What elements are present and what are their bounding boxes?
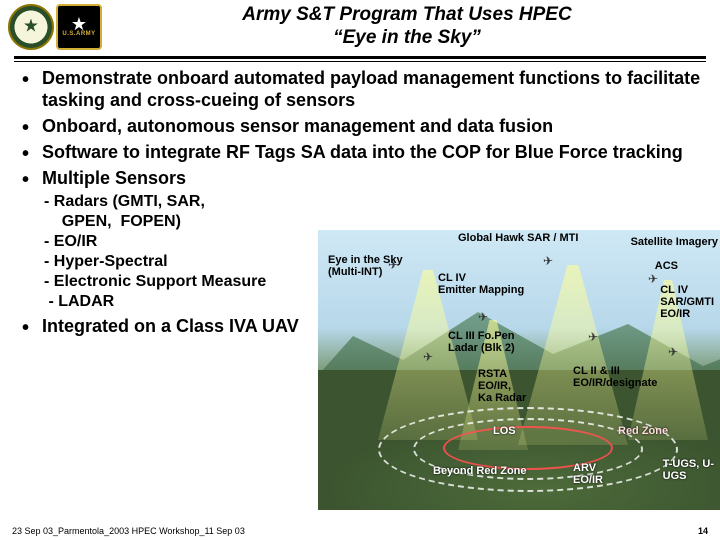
bullet-item: Onboard, autonomous sensor management an…: [22, 116, 702, 138]
army-seal-icon: [8, 4, 54, 50]
label-los: LOS: [493, 425, 516, 437]
label-eye-in-sky: Eye in the Sky (Multi-INT): [328, 254, 403, 278]
slide-header: ★ U.S.ARMY Army S&T Program That Uses HP…: [0, 0, 720, 52]
label-cl2: CL II & III EO/IR/designate: [573, 365, 657, 389]
label-rsta: RSTA EO/IR, Ka Radar: [478, 368, 526, 404]
label-tugs: T-UGS, U- UGS: [663, 458, 714, 482]
title-line-1: Army S&T Program That Uses HPEC: [242, 4, 571, 25]
label-acs: ACS: [655, 260, 678, 272]
uav-icon: ✈: [423, 350, 433, 364]
logo-group: ★ U.S.ARMY: [8, 4, 102, 50]
label-cl4-sar: CL IV SAR/GMTI EO/IR: [660, 284, 714, 320]
title-rule: [14, 56, 706, 62]
bullet-item: Demonstrate onboard automated payload ma…: [22, 68, 702, 112]
uav-icon: ✈: [543, 254, 553, 268]
label-red-zone: Red Zone: [618, 425, 668, 437]
sublist-item: - Radars (GMTI, SAR,: [44, 192, 702, 212]
uav-icon: ✈: [668, 345, 678, 359]
label-satellite: Satellite Imagery: [631, 236, 718, 248]
uav-icon: ✈: [478, 310, 488, 324]
label-global-hawk: Global Hawk SAR / MTI: [458, 232, 578, 244]
slide-title: Army S&T Program That Uses HPEC “Eye in …: [102, 4, 712, 50]
slide-content: Demonstrate onboard automated payload ma…: [0, 68, 720, 508]
sublist-item: GPEN, FOPEN): [44, 212, 702, 232]
label-cl3: CL III Fo.Pen Ladar (Blk 2): [448, 330, 515, 354]
uav-icon: ✈: [648, 272, 658, 286]
label-beyond: Beyond Red Zone: [433, 465, 527, 477]
title-line-2: “Eye in the Sky”: [333, 27, 481, 48]
battlefield-diagram: ✈ ✈ ✈ ✈ ✈ ✈ ✈ Eye in the Sky (Multi-INT)…: [318, 230, 720, 510]
uav-icon: ✈: [588, 330, 598, 344]
label-cl4-emitter: CL IV Emitter Mapping: [438, 272, 524, 296]
label-arv: ARV EO/IR: [573, 462, 603, 486]
us-army-patch-icon: ★ U.S.ARMY: [56, 4, 102, 50]
page-number: 14: [698, 526, 708, 536]
bullet-item: Software to integrate RF Tags SA data in…: [22, 142, 702, 164]
footer-left: 23 Sep 03_Parmentola_2003 HPEC Workshop_…: [12, 526, 245, 536]
slide-footer: 23 Sep 03_Parmentola_2003 HPEC Workshop_…: [12, 526, 708, 536]
bullet-item: Integrated on a Class IVA UAV: [22, 316, 312, 338]
bullet-label: Multiple Sensors: [42, 168, 186, 188]
